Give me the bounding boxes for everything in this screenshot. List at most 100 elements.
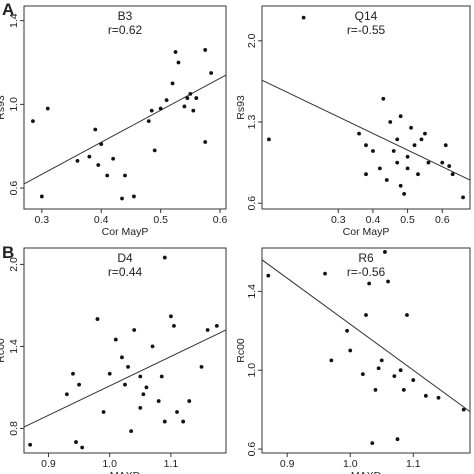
plot-frame — [23, 247, 227, 454]
data-point — [461, 195, 465, 200]
correlation-label: r=0.62 — [108, 23, 143, 37]
data-point — [426, 160, 431, 165]
y-tick-label: 1.0 — [8, 97, 20, 112]
data-point — [182, 104, 187, 109]
data-point — [132, 194, 136, 199]
data-point — [45, 106, 50, 111]
data-point — [440, 160, 445, 165]
data-point — [123, 382, 127, 387]
data-point — [398, 183, 403, 188]
data-point — [323, 271, 327, 276]
data-point — [64, 392, 69, 397]
data-point — [75, 158, 80, 163]
data-point — [357, 131, 361, 136]
data-point — [373, 388, 378, 392]
x-tick-label: 0.5 — [400, 214, 415, 226]
data-point — [379, 358, 384, 363]
data-point — [423, 131, 427, 136]
data-point — [266, 273, 271, 278]
data-point — [395, 137, 400, 142]
data-point — [113, 337, 118, 342]
data-point — [95, 317, 100, 321]
chart-title: B3 — [118, 9, 133, 23]
correlation-label: r=-0.56 — [347, 265, 386, 279]
data-point — [203, 140, 208, 144]
data-point — [187, 399, 192, 403]
x-tick-label: 0.6 — [213, 214, 228, 226]
y-tick-label: 0.6 — [246, 442, 258, 457]
x-tick-label: 1.0 — [102, 458, 117, 470]
data-point — [381, 96, 386, 101]
x-tick-label: 1.1 — [406, 458, 421, 470]
y-axis-label: Rc00 — [0, 338, 7, 363]
data-point — [388, 120, 393, 124]
data-point — [123, 173, 127, 178]
chart-title: Q14 — [355, 9, 378, 23]
data-point — [398, 114, 403, 119]
data-point — [132, 328, 137, 332]
data-point — [367, 281, 372, 286]
data-point — [203, 48, 208, 52]
data-point — [194, 96, 199, 100]
x-tick-label: 0.3 — [35, 214, 50, 226]
regression-line — [262, 259, 470, 413]
data-point — [395, 437, 400, 442]
data-point — [392, 374, 397, 379]
data-point — [120, 355, 124, 360]
data-point — [169, 314, 173, 319]
data-point — [402, 192, 407, 196]
x-tick-label: 0.4 — [94, 214, 109, 226]
x-tick-label: 0.4 — [366, 214, 381, 226]
data-point — [377, 166, 382, 171]
regression-line — [24, 329, 226, 428]
x-tick-label: 0.9 — [280, 458, 295, 470]
data-point — [405, 313, 409, 317]
data-point — [405, 154, 410, 159]
data-point — [329, 358, 334, 363]
data-point — [371, 149, 375, 153]
data-point — [395, 160, 400, 165]
data-point — [436, 395, 441, 400]
y-tick-label: 1.3 — [246, 115, 258, 130]
data-point — [370, 441, 375, 446]
y-tick-label: 1.4 — [8, 339, 20, 354]
plot-frame — [261, 247, 471, 454]
plot-frame — [261, 5, 471, 210]
y-tick-label: 0.6 — [246, 196, 258, 211]
y-axis-label: Rs93 — [0, 95, 7, 120]
data-point — [181, 419, 186, 424]
data-point — [209, 71, 214, 75]
data-point — [364, 143, 368, 148]
data-point — [156, 399, 161, 403]
regression-line — [24, 74, 226, 185]
data-point — [391, 149, 396, 153]
x-tick-label: 0.6 — [435, 214, 450, 226]
plot-frame — [23, 5, 227, 210]
y-tick-label: 1.4 — [246, 284, 258, 299]
x-axis-label: MAXD — [110, 470, 141, 474]
data-point — [401, 388, 406, 392]
data-point — [364, 172, 368, 177]
data-point — [191, 108, 196, 113]
data-point — [71, 371, 75, 376]
y-tick-label: 1.4 — [8, 13, 20, 28]
data-point — [423, 393, 428, 398]
data-point — [345, 328, 349, 333]
y-tick-label: 0.6 — [8, 181, 20, 196]
data-point — [267, 137, 271, 142]
panel-letter-b: B — [2, 243, 14, 262]
data-point — [101, 410, 106, 414]
panel-letter-a: A — [2, 0, 14, 19]
data-point — [461, 407, 466, 412]
data-point — [138, 406, 143, 410]
data-point — [107, 371, 112, 376]
data-point — [443, 143, 448, 148]
y-tick-label: 2.0 — [246, 33, 258, 48]
data-point — [409, 125, 413, 130]
y-tick-label: 1.0 — [246, 363, 258, 378]
data-point — [162, 255, 167, 260]
x-axis-label: MAXD — [351, 470, 382, 474]
data-point — [74, 440, 78, 444]
y-axis-label: Rs93 — [235, 95, 247, 120]
